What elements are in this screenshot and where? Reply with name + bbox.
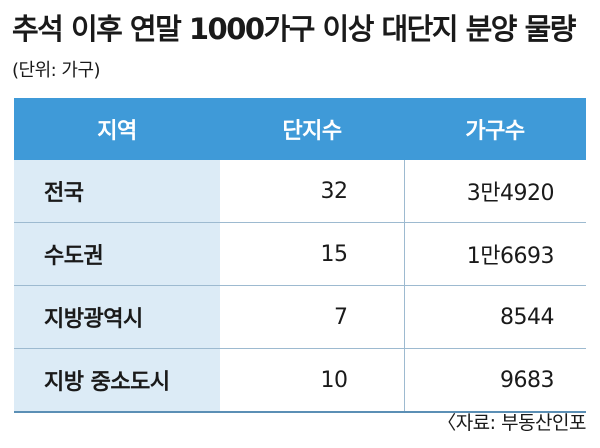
data-table: 지역 단지수 가구수 전국 32 3만4920 수도권 15 1만6693 지방… xyxy=(14,98,586,413)
region-cell: 지방광역시 xyxy=(14,285,220,349)
household-count-cell: 3만4920 xyxy=(404,160,586,223)
header-households: 가구수 xyxy=(404,98,586,160)
table-header-row: 지역 단지수 가구수 xyxy=(14,98,586,160)
household-count-cell: 9683 xyxy=(404,348,586,413)
table-row: 전국 32 3만4920 xyxy=(14,160,586,223)
header-complexes: 단지수 xyxy=(220,98,404,160)
header-region: 지역 xyxy=(14,98,220,160)
table-row: 지방광역시 7 8544 xyxy=(14,285,586,349)
household-count-cell: 1만6693 xyxy=(404,222,586,286)
region-cell: 지방 중소도시 xyxy=(14,348,220,413)
complex-count-cell: 32 xyxy=(220,160,405,223)
complex-count-cell: 15 xyxy=(220,222,405,286)
table-row: 지방 중소도시 10 9683 xyxy=(14,348,586,413)
complex-count-cell: 7 xyxy=(220,285,405,349)
unit-label: (단위: 가구) xyxy=(12,60,101,81)
household-count-cell: 8544 xyxy=(404,285,586,349)
region-cell: 전국 xyxy=(14,160,220,223)
region-cell: 수도권 xyxy=(14,222,220,286)
chart-title: 추석 이후 연말 1000가구 이상 대단지 분양 물량 xyxy=(12,12,576,46)
complex-count-cell: 10 xyxy=(220,348,405,413)
source-note: 〈자료: 부동산인포 xyxy=(437,412,586,434)
table-row: 수도권 15 1만6693 xyxy=(14,222,586,286)
